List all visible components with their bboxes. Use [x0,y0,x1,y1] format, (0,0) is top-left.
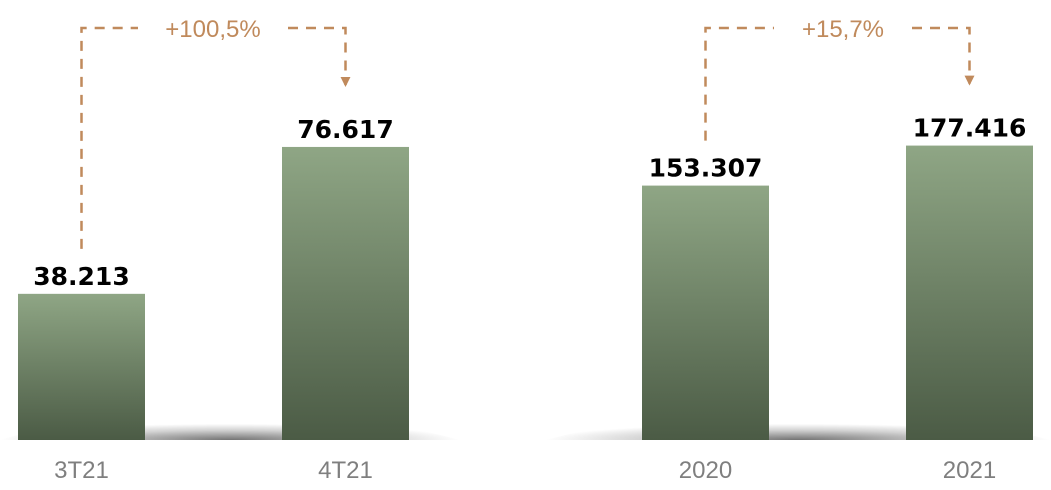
category-label: 3T21 [54,457,109,484]
bar [642,186,769,440]
change-connector-left [706,28,775,141]
change-connector-right [288,28,346,85]
bar-value-label: 38.213 [33,262,129,291]
category-label: 2021 [943,457,996,484]
bar [282,147,409,440]
bar-value-label: 153.307 [649,154,763,183]
category-label: 2020 [679,457,732,484]
change-percent-label: +100,5% [165,16,260,43]
base-shadows [0,408,1051,441]
change-percent-label: +15,7% [802,16,884,43]
change-connector-left [82,28,139,249]
bar-value-label: 76.617 [297,115,393,144]
bar-value-label: 177.416 [913,114,1027,143]
change-connector-right [912,28,970,84]
category-label: 4T21 [318,457,373,484]
bar [18,294,145,440]
bar [906,146,1033,440]
